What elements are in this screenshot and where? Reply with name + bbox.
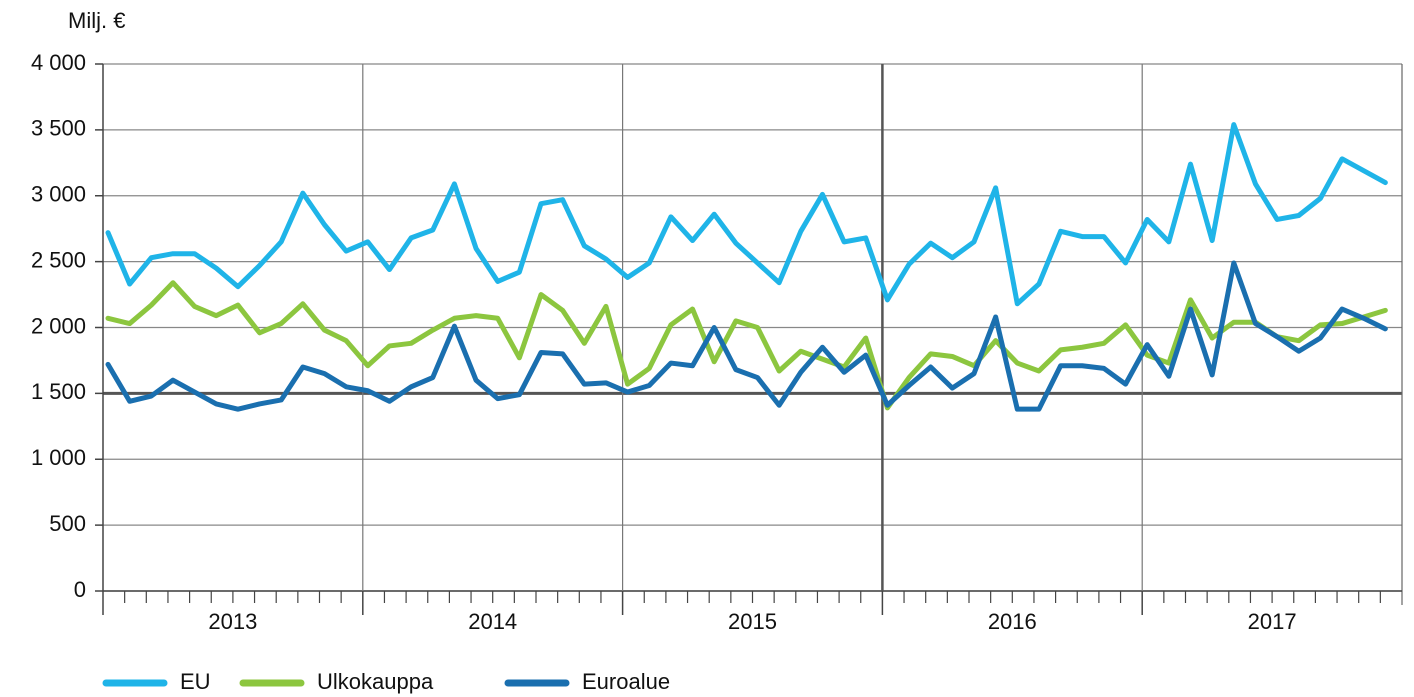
y-tick-label: 3 500 xyxy=(31,116,86,141)
y-tick-label: 2 500 xyxy=(31,247,86,272)
series-line xyxy=(105,280,1388,411)
y-tick-label: 4 000 xyxy=(31,50,86,75)
y-tick-label: 500 xyxy=(49,511,86,536)
legend-label: EU xyxy=(180,669,211,694)
y-axis-label: Milj. € xyxy=(68,8,125,33)
x-tick-label: 2014 xyxy=(468,609,517,634)
legend-label: Euroalue xyxy=(582,669,670,694)
series-line xyxy=(105,260,1388,412)
y-tick-label: 1 500 xyxy=(31,379,86,404)
series-line xyxy=(105,122,1388,307)
y-tick-label: 0 xyxy=(74,577,86,602)
x-tick-label: 2013 xyxy=(208,609,257,634)
x-tick-label: 2017 xyxy=(1248,609,1297,634)
y-tick-label: 2 000 xyxy=(31,313,86,338)
legend-label: Ulkokauppa xyxy=(317,669,434,694)
y-tick-label: 1 000 xyxy=(31,445,86,470)
y-tick-label: 3 000 xyxy=(31,182,86,207)
x-tick-label: 2015 xyxy=(728,609,777,634)
x-tick-label: 2016 xyxy=(988,609,1037,634)
